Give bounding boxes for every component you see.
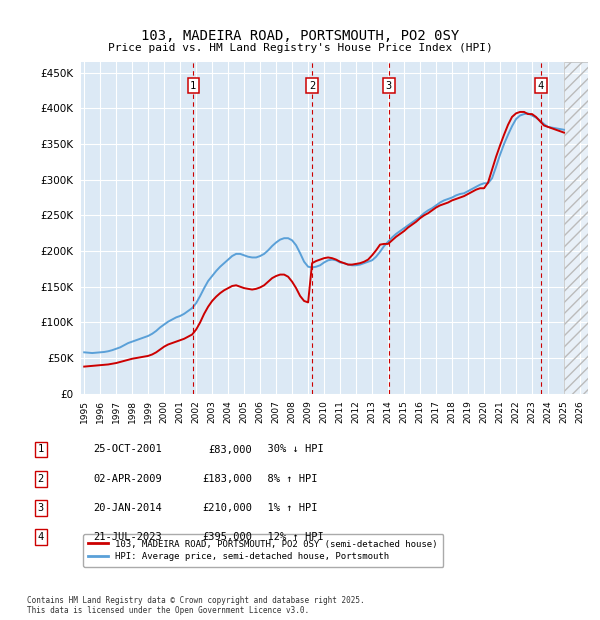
Text: 1: 1 bbox=[190, 81, 196, 91]
Text: £83,000: £83,000 bbox=[208, 445, 252, 454]
Text: £395,000: £395,000 bbox=[202, 532, 252, 542]
Bar bbox=[564, 62, 588, 394]
Text: 30% ↓ HPI: 30% ↓ HPI bbox=[255, 445, 324, 454]
Text: 1: 1 bbox=[38, 445, 44, 454]
Text: 3: 3 bbox=[386, 81, 392, 91]
Text: 2: 2 bbox=[38, 474, 44, 484]
Text: £210,000: £210,000 bbox=[202, 503, 252, 513]
Text: 2: 2 bbox=[309, 81, 315, 91]
Text: 02-APR-2009: 02-APR-2009 bbox=[93, 474, 162, 484]
Legend: 103, MADEIRA ROAD, PORTSMOUTH, PO2 0SY (semi-detached house), HPI: Average price: 103, MADEIRA ROAD, PORTSMOUTH, PO2 0SY (… bbox=[83, 534, 443, 567]
Text: 12% ↑ HPI: 12% ↑ HPI bbox=[255, 532, 324, 542]
Bar bbox=[564, 62, 588, 394]
Text: Price paid vs. HM Land Registry's House Price Index (HPI): Price paid vs. HM Land Registry's House … bbox=[107, 43, 493, 53]
Text: £183,000: £183,000 bbox=[202, 474, 252, 484]
Text: 1% ↑ HPI: 1% ↑ HPI bbox=[255, 503, 317, 513]
Text: 103, MADEIRA ROAD, PORTSMOUTH, PO2 0SY: 103, MADEIRA ROAD, PORTSMOUTH, PO2 0SY bbox=[141, 29, 459, 43]
Text: 8% ↑ HPI: 8% ↑ HPI bbox=[255, 474, 317, 484]
Text: 4: 4 bbox=[538, 81, 544, 91]
Text: 25-OCT-2001: 25-OCT-2001 bbox=[93, 445, 162, 454]
Text: 3: 3 bbox=[38, 503, 44, 513]
Text: Contains HM Land Registry data © Crown copyright and database right 2025.
This d: Contains HM Land Registry data © Crown c… bbox=[27, 596, 365, 615]
Text: 21-JUL-2023: 21-JUL-2023 bbox=[93, 532, 162, 542]
Text: 20-JAN-2014: 20-JAN-2014 bbox=[93, 503, 162, 513]
Text: 4: 4 bbox=[38, 532, 44, 542]
